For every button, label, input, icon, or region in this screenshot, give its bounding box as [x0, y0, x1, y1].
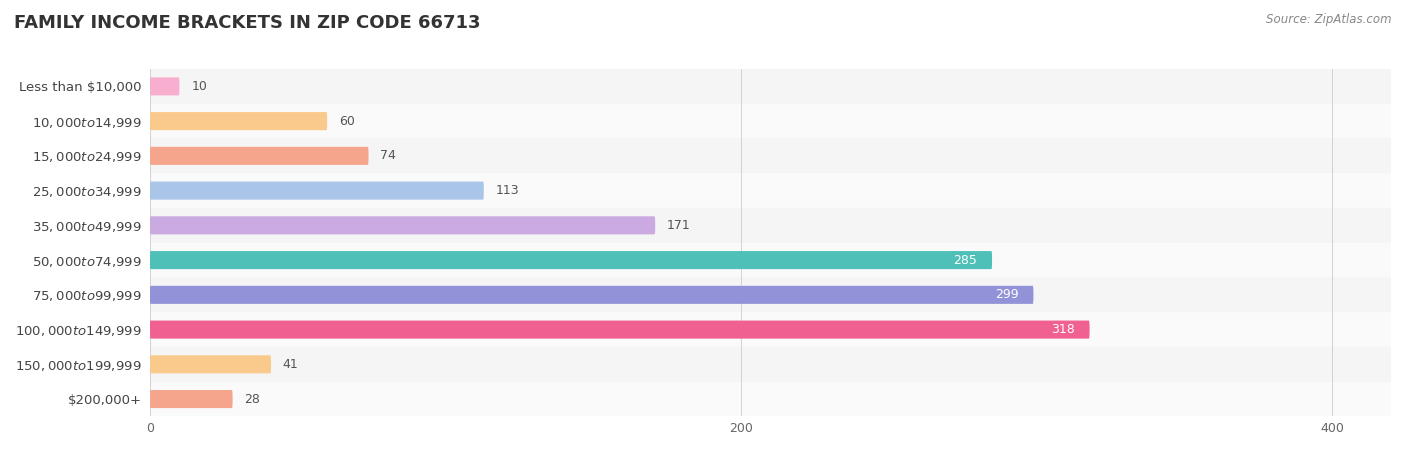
Text: 318: 318 [1052, 323, 1074, 336]
Bar [150, 382, 1391, 416]
Bar [150, 139, 1391, 173]
Bar [150, 208, 1391, 243]
Text: 41: 41 [283, 358, 298, 371]
Text: Source: ZipAtlas.com: Source: ZipAtlas.com [1267, 14, 1392, 27]
Text: 10: 10 [191, 80, 207, 93]
Bar [150, 347, 1391, 382]
Bar [150, 312, 1391, 347]
Bar [150, 104, 1391, 139]
Text: 113: 113 [495, 184, 519, 197]
Text: 171: 171 [666, 219, 690, 232]
FancyBboxPatch shape [150, 251, 993, 269]
Text: 28: 28 [245, 392, 260, 405]
Bar [150, 243, 1391, 278]
Text: 285: 285 [953, 254, 977, 266]
Text: 74: 74 [381, 149, 396, 162]
Bar [150, 278, 1391, 312]
FancyBboxPatch shape [150, 181, 484, 200]
FancyBboxPatch shape [150, 216, 655, 234]
FancyBboxPatch shape [150, 77, 180, 95]
FancyBboxPatch shape [150, 112, 328, 130]
FancyBboxPatch shape [150, 320, 1090, 338]
Text: 60: 60 [339, 115, 354, 128]
Bar [150, 69, 1391, 104]
Text: FAMILY INCOME BRACKETS IN ZIP CODE 66713: FAMILY INCOME BRACKETS IN ZIP CODE 66713 [14, 14, 481, 32]
FancyBboxPatch shape [150, 390, 232, 408]
FancyBboxPatch shape [150, 286, 1033, 304]
FancyBboxPatch shape [150, 356, 271, 373]
Bar [150, 173, 1391, 208]
Text: 299: 299 [995, 288, 1019, 302]
FancyBboxPatch shape [150, 147, 368, 165]
